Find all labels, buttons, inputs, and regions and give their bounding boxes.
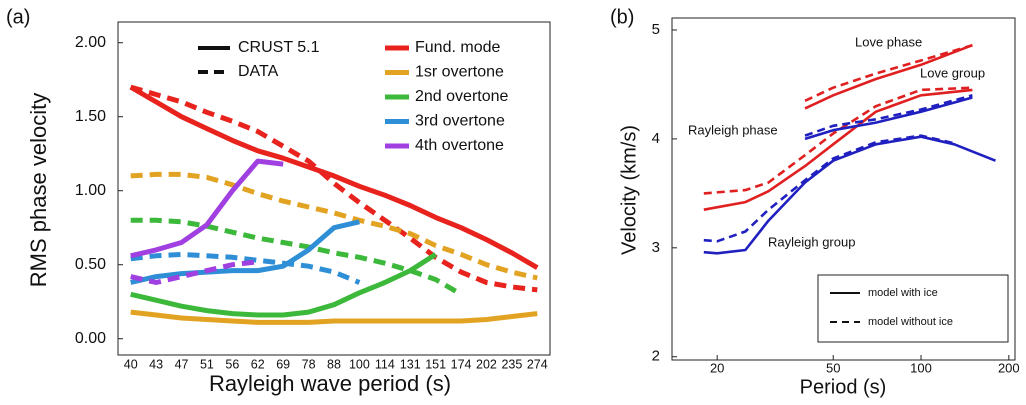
legend-style-label: model without ice — [868, 316, 953, 328]
x-tick-label: 78 — [302, 357, 316, 371]
series-label: Love group — [920, 65, 985, 80]
legend-label: 3rd overtone — [415, 113, 505, 130]
legend-style-label: model with ice — [868, 287, 938, 299]
y-tick-label: 2.00 — [75, 34, 106, 51]
x-tick-label: 62 — [251, 357, 265, 371]
legend-label: 1sr overtone — [415, 64, 504, 81]
x-axis-label: Period (s) — [800, 376, 887, 398]
y-axis-label: RMS phase velocity — [26, 93, 51, 287]
x-tick-label: 200 — [998, 360, 1020, 375]
y-tick-label: 0.00 — [75, 330, 106, 347]
y-tick-label: 2 — [652, 348, 660, 365]
solid-line — [130, 252, 437, 318]
series-label: Rayleigh phase — [688, 122, 778, 137]
plot-frame — [117, 21, 551, 356]
x-tick-label: 69 — [276, 357, 290, 371]
y-axis-label: Velocity (km/s) — [618, 125, 640, 255]
solid-line — [804, 43, 973, 110]
y-tick-label: 3 — [652, 239, 660, 256]
plot-frame — [671, 17, 1016, 361]
x-tick-label: 47 — [175, 357, 189, 371]
x-tick-label: 114 — [375, 357, 395, 371]
x-tick-label: 151 — [425, 357, 446, 371]
x-tick-label: 50 — [826, 360, 840, 375]
y-tick-label: 5 — [652, 21, 660, 38]
panel-label: (b) — [610, 6, 634, 28]
dashed-line — [804, 94, 973, 137]
x-tick-label: 235 — [501, 357, 522, 371]
dashed-line — [130, 251, 361, 285]
x-tick-label: 202 — [476, 357, 497, 371]
y-tick-label: 4 — [652, 130, 660, 147]
legend-label: Fund. mode — [415, 39, 500, 56]
x-axis-label: Rayleigh wave period (s) — [209, 371, 451, 396]
dashed-line — [804, 43, 973, 102]
x-tick-label: 43 — [149, 357, 163, 371]
x-tick-label: 100 — [349, 357, 370, 371]
solid-line — [130, 309, 538, 325]
dashed-line — [703, 134, 955, 243]
x-tick-label: 100 — [910, 360, 932, 375]
solid-line — [703, 88, 973, 211]
x-tick-label: 88 — [327, 357, 341, 371]
series-label: Rayleigh group — [768, 234, 855, 249]
legend-style-label: CRUST 5.1 — [238, 39, 320, 56]
dashed-line — [130, 259, 259, 285]
dashed-line — [130, 84, 538, 293]
y-tick-label: 1.50 — [75, 108, 106, 125]
legend-box — [817, 274, 1009, 343]
legend-style-label: DATA — [238, 63, 279, 80]
panel-label: (a) — [6, 6, 30, 28]
x-tick-label: 56 — [225, 357, 239, 371]
x-tick-label: 274 — [527, 357, 548, 371]
solid-line — [804, 96, 973, 141]
x-tick-label: 51 — [200, 357, 214, 371]
y-tick-label: 1.00 — [75, 182, 106, 199]
solid-line — [129, 84, 539, 270]
dashed-line — [703, 86, 973, 195]
y-tick-label: 0.50 — [75, 256, 106, 273]
solid-line — [130, 158, 284, 259]
x-tick-label: 131 — [400, 357, 421, 371]
series-label: Love phase — [855, 34, 922, 49]
x-tick-label: 174 — [451, 357, 472, 371]
x-tick-label: 40 — [124, 357, 138, 371]
legend-label: 4th overtone — [415, 137, 504, 154]
dashed-line — [130, 171, 538, 281]
solid-line — [130, 219, 360, 285]
solid-line — [703, 135, 996, 255]
legend-label: 2nd overtone — [415, 88, 509, 105]
x-tick-label: 20 — [710, 360, 724, 375]
